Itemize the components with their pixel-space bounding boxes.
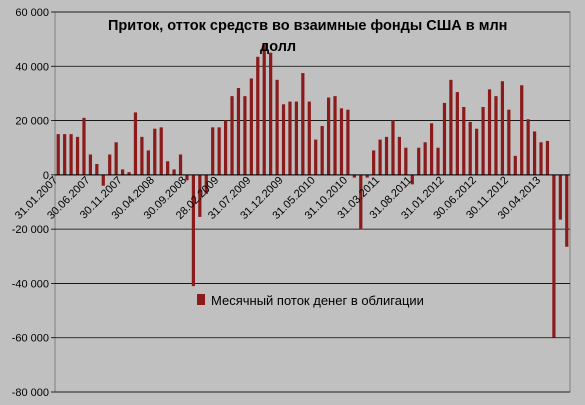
- bar: [204, 174, 208, 194]
- bar: [191, 174, 196, 287]
- bar: [346, 109, 350, 175]
- bar: [494, 96, 498, 175]
- plot-area: [54, 11, 571, 393]
- bar: [101, 174, 105, 186]
- bar: [159, 127, 163, 175]
- bar: [243, 96, 247, 175]
- y-tick-label: 40 000: [15, 61, 49, 73]
- y-tick-label: -80 000: [12, 387, 49, 399]
- bar: [462, 107, 466, 175]
- bar: [262, 44, 266, 175]
- bar: [391, 120, 395, 175]
- bar: [314, 139, 318, 175]
- bar: [404, 147, 408, 175]
- legend-swatch: [197, 294, 205, 305]
- bar: [481, 107, 485, 175]
- bar: [211, 127, 215, 175]
- bar: [140, 136, 144, 175]
- y-tick-label: -20 000: [12, 224, 49, 236]
- y-tick-label: -40 000: [12, 278, 49, 290]
- bar: [417, 147, 421, 175]
- bar: [468, 121, 472, 175]
- bar: [500, 81, 505, 175]
- bar: [333, 96, 337, 175]
- bar: [301, 73, 305, 175]
- bar: [294, 101, 299, 175]
- bar: [108, 154, 112, 175]
- bar: [320, 126, 324, 175]
- y-tick-label: 0: [43, 170, 49, 182]
- bar: [281, 104, 286, 175]
- bar: [249, 78, 253, 175]
- bar: [236, 88, 241, 175]
- bar: [513, 155, 517, 175]
- bar: [185, 174, 189, 181]
- bar: [507, 109, 511, 175]
- bar: [397, 136, 402, 175]
- bar: [114, 142, 118, 175]
- bar: [436, 147, 440, 175]
- bar: [378, 139, 382, 175]
- bar: [75, 136, 80, 175]
- legend: Месячный поток денег в облигации: [197, 293, 424, 308]
- bar: [82, 117, 86, 175]
- bar: [339, 108, 344, 175]
- bar: [120, 169, 125, 175]
- bar: [365, 174, 369, 178]
- bar: [475, 128, 479, 175]
- bar: [63, 134, 67, 175]
- y-tick-label: 20 000: [15, 116, 49, 128]
- y-tick-label: -60 000: [12, 333, 49, 345]
- bar: [133, 112, 138, 175]
- bar: [359, 174, 363, 230]
- bar: [429, 123, 434, 175]
- bar: [88, 154, 93, 175]
- bar: [455, 92, 459, 175]
- bar: [217, 127, 221, 175]
- bar: [487, 89, 492, 175]
- bar: [307, 101, 311, 175]
- bar: [410, 174, 414, 185]
- bar: [442, 102, 447, 175]
- bar: [552, 174, 556, 338]
- bar: [352, 174, 356, 178]
- bar: [532, 131, 537, 175]
- bar: [146, 150, 150, 175]
- bar: [520, 85, 524, 175]
- bar: [539, 142, 543, 175]
- bar: [423, 142, 427, 175]
- bar: [372, 150, 376, 175]
- bar: [223, 120, 228, 175]
- bar: [545, 140, 550, 175]
- y-tick-label: 60 000: [15, 7, 49, 19]
- bar: [288, 101, 292, 175]
- bar: [127, 172, 131, 175]
- chart-title: долл: [260, 39, 296, 55]
- bar: [558, 174, 562, 220]
- bar: [172, 169, 176, 175]
- bar-series: [56, 44, 569, 338]
- bar: [166, 161, 170, 175]
- bar: [565, 174, 569, 247]
- bar: [526, 119, 530, 175]
- legend-label: Месячный поток денег в облигации: [211, 293, 424, 308]
- bar: [153, 128, 157, 175]
- chart-title: Приток, отток средств во взаимные фонды …: [108, 18, 507, 34]
- bar: [95, 164, 99, 175]
- bar: [230, 96, 234, 175]
- bar: [269, 52, 273, 175]
- bar: [256, 56, 260, 175]
- bar: [326, 97, 331, 175]
- bar: [198, 174, 202, 217]
- bar: [384, 136, 389, 175]
- bar: [69, 134, 73, 175]
- bar: [56, 134, 60, 175]
- bar: [178, 154, 183, 175]
- bar: [449, 79, 453, 175]
- bar: [275, 79, 279, 175]
